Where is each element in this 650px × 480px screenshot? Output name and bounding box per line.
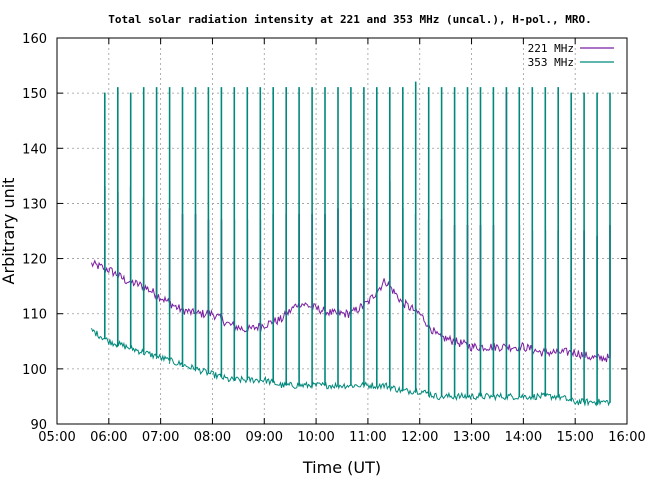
y-tick-label: 160 bbox=[22, 32, 47, 47]
x-tick-label: 15:00 bbox=[556, 430, 593, 445]
x-axis-label: Time (UT) bbox=[302, 458, 381, 477]
x-tick-label: 10:00 bbox=[297, 430, 334, 445]
x-tick-label: 06:00 bbox=[90, 430, 127, 445]
grid bbox=[57, 38, 627, 424]
y-axis-label: Arbitrary unit bbox=[0, 178, 18, 285]
y-tick-label: 100 bbox=[22, 363, 47, 378]
y-tick-label: 120 bbox=[22, 253, 47, 268]
x-tick-label: 14:00 bbox=[505, 430, 542, 445]
x-tick-label: 08:00 bbox=[194, 430, 231, 445]
legend-label-221: 221 MHz bbox=[528, 42, 574, 55]
x-tick-label: 07:00 bbox=[142, 430, 179, 445]
y-tick-label: 90 bbox=[30, 418, 47, 433]
legend-label-353: 353 MHz bbox=[528, 56, 574, 69]
chart-title: Total solar radiation intensity at 221 a… bbox=[108, 13, 591, 26]
x-tick-label: 13:00 bbox=[453, 430, 490, 445]
y-tick-label: 130 bbox=[22, 197, 47, 212]
x-tick-label: 16:00 bbox=[608, 430, 645, 445]
y-tick-label: 140 bbox=[22, 142, 47, 157]
series-line-1 bbox=[91, 81, 611, 407]
series-lines bbox=[91, 81, 611, 407]
y-tick-label: 110 bbox=[22, 308, 47, 323]
x-tick-label: 09:00 bbox=[246, 430, 283, 445]
x-tick-label: 05:00 bbox=[38, 430, 75, 445]
plot-frame bbox=[56, 37, 628, 425]
axis-ticks: 05:00 06:00 07:00 08:00 09:00 10:00 11:00 12:00… bbox=[22, 32, 646, 445]
x-tick-label: 11:00 bbox=[349, 430, 386, 445]
y-tick-label: 150 bbox=[22, 87, 47, 102]
legend: 221 MHz 353 MHz bbox=[528, 42, 614, 69]
x-tick-label: 12:00 bbox=[401, 430, 438, 445]
